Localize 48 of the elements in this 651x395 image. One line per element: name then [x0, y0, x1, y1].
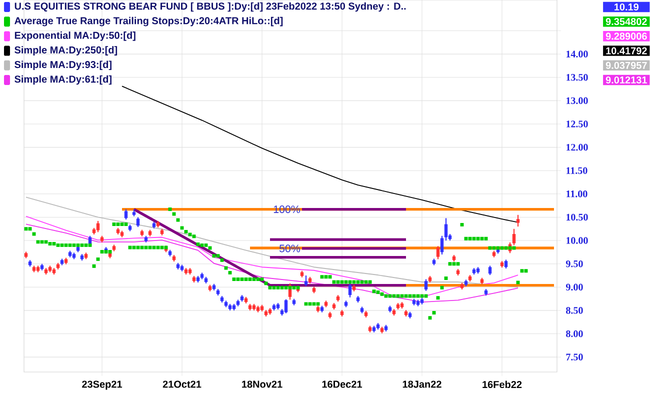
- y-tick-label: 9.00: [566, 284, 583, 291]
- x-tick-label: 18Nov21: [242, 380, 282, 388]
- line-series: [26, 216, 518, 298]
- x-tick-label: 23Sep21: [82, 380, 122, 390]
- x-tick-label: 16Feb22: [482, 380, 522, 388]
- candlestick: [424, 278, 428, 292]
- line-series: [122, 86, 518, 223]
- candlestick: [488, 265, 492, 276]
- legend-label: U.S EQUITIES STRONG BEAR FUND [ BBUS ]:Dy:[d] 23Feb2022 13:50 Sydney : D..: [14, 2, 406, 12]
- candlestick: [284, 298, 288, 314]
- candlestick: [512, 228, 516, 246]
- text: 10.41792: [606, 47, 647, 54]
- candlestick: [440, 235, 444, 256]
- y-tick-label: 11.50: [566, 167, 588, 174]
- legend-label: Simple MA:Dy:93:[d]: [14, 60, 112, 70]
- text: 9.354802: [606, 18, 647, 26]
- line-series: [26, 196, 518, 288]
- legend-label: Simple MA:Dy:61:[d]: [14, 75, 112, 85]
- y-tick-label: 12.00: [566, 144, 588, 151]
- y-tick-label: 10.00: [566, 237, 588, 244]
- y-tick-label: 14.00: [566, 50, 588, 58]
- line-series: [26, 224, 518, 303]
- text: 9.289006: [606, 32, 647, 40]
- candlestick: [124, 208, 128, 220]
- y-tick-label: 12.50: [566, 120, 588, 128]
- candlestick: [136, 216, 140, 228]
- y-tick-label: 11.00: [566, 190, 588, 198]
- y-tick-label: 7.50: [566, 354, 583, 360]
- candlestick: [436, 246, 440, 260]
- x-tick-label: 18Jan22: [402, 380, 442, 388]
- y-tick-label: 10.50: [566, 214, 588, 221]
- legend-label: Exponential MA:Dy:50:[d]: [14, 32, 136, 41]
- legend-label: Average True Range Trailing Stops:Dy:20:4ATR HiLo::[d]: [14, 16, 283, 26]
- text: 9.012131: [606, 76, 647, 84]
- text: 10.19: [614, 3, 639, 11]
- x-tick-label: 21Oct21: [162, 380, 202, 388]
- y-tick-label: 9.50: [566, 260, 583, 268]
- y-tick-label: 13.00: [566, 97, 588, 104]
- x-tick-label: 16Dec21: [322, 380, 362, 388]
- y-tick-label: 13.50: [566, 74, 588, 81]
- candlestick: [516, 214, 520, 228]
- candlestick: [96, 220, 100, 233]
- text: 9.037957: [606, 62, 647, 69]
- candlestick: [444, 218, 448, 242]
- candlestick: [304, 274, 308, 287]
- y-tick-label: 8.00: [566, 330, 583, 338]
- legend-label: Simple MA:Dy:250:[d]: [14, 46, 118, 56]
- y-tick-label: 8.50: [566, 307, 583, 314]
